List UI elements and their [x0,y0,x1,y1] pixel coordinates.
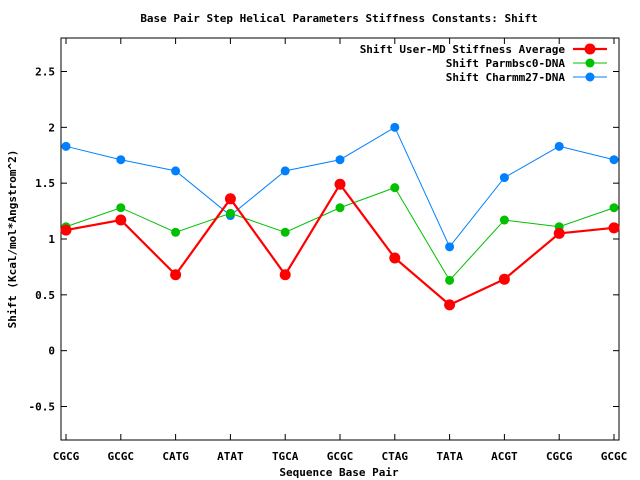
x-tick-label: CGCG [53,450,80,463]
data-point [280,166,290,176]
data-point [335,155,345,165]
x-tick-label: GCGC [327,450,354,463]
data-point [498,273,510,285]
legend-marker [585,72,595,82]
plot-frame [60,37,620,441]
data-point [60,224,72,236]
y-tick-label: 2 [48,121,55,134]
x-tick-label: GCGC [601,450,628,463]
data-point [334,178,346,190]
data-point [279,269,291,281]
data-point [444,299,456,311]
y-tick-label: 0.5 [35,289,55,302]
x-tick-label: CTAG [382,450,409,463]
y-axis: -0.5 0 0.5 1 1.5 2 2.5 [29,66,619,414]
data-point [225,208,235,218]
data-point [116,203,126,213]
data-point [499,173,509,183]
data-point [224,193,236,205]
x-tick-label: TATA [436,450,463,463]
data-point [171,227,181,237]
data-point [61,141,71,151]
data-point [280,227,290,237]
x-tick-label: ACGT [491,450,518,463]
x-axis: CGCG GCGC CATG ATAT TGCA GCGC CTAG TATA ACGT CGCG… [53,38,628,463]
data-point [390,183,400,193]
series-3 [61,122,619,252]
x-tick-label: TGCA [272,450,299,463]
data-point [499,215,509,225]
data-point [609,203,619,213]
y-tick-label: 1 [48,233,55,246]
data-point [554,141,564,151]
data-point [389,252,401,264]
y-tick-label: 0 [48,345,55,358]
data-point [445,275,455,285]
data-point [335,203,345,213]
x-axis-label: Sequence Base Pair [279,466,399,479]
series-2 [61,183,619,285]
x-tick-label: CATG [162,450,189,463]
data-point [115,214,127,226]
chart-title: Base Pair Step Helical Parameters Stiffn… [140,12,537,25]
x-tick-label: GCGC [108,450,135,463]
y-axis-label: Shift (Kcal/mol*Angstrom^2) [6,150,19,329]
data-point [445,242,455,252]
legend-marker [585,58,595,68]
data-point [116,155,126,165]
data-point [171,166,181,176]
x-tick-label: CGCG [546,450,573,463]
data-point [553,227,565,239]
y-tick-label: 1.5 [35,177,55,190]
y-tick-label: 2.5 [35,66,55,79]
series-layer [60,122,620,311]
data-point [609,155,619,165]
data-point [608,222,620,234]
legend-label: Shift User-MD Stiffness Average [360,43,566,56]
legend-label: Shift Charmm27-DNA [446,71,566,84]
y-tick-label: -0.5 [29,401,56,414]
series-1 [60,178,620,311]
series-line [65,187,615,282]
data-point [170,269,182,281]
legend-label: Shift Parmbsc0-DNA [446,57,566,70]
data-point [390,122,400,132]
series-line [65,182,615,307]
legend-marker [584,43,596,55]
x-tick-label: ATAT [217,450,244,463]
